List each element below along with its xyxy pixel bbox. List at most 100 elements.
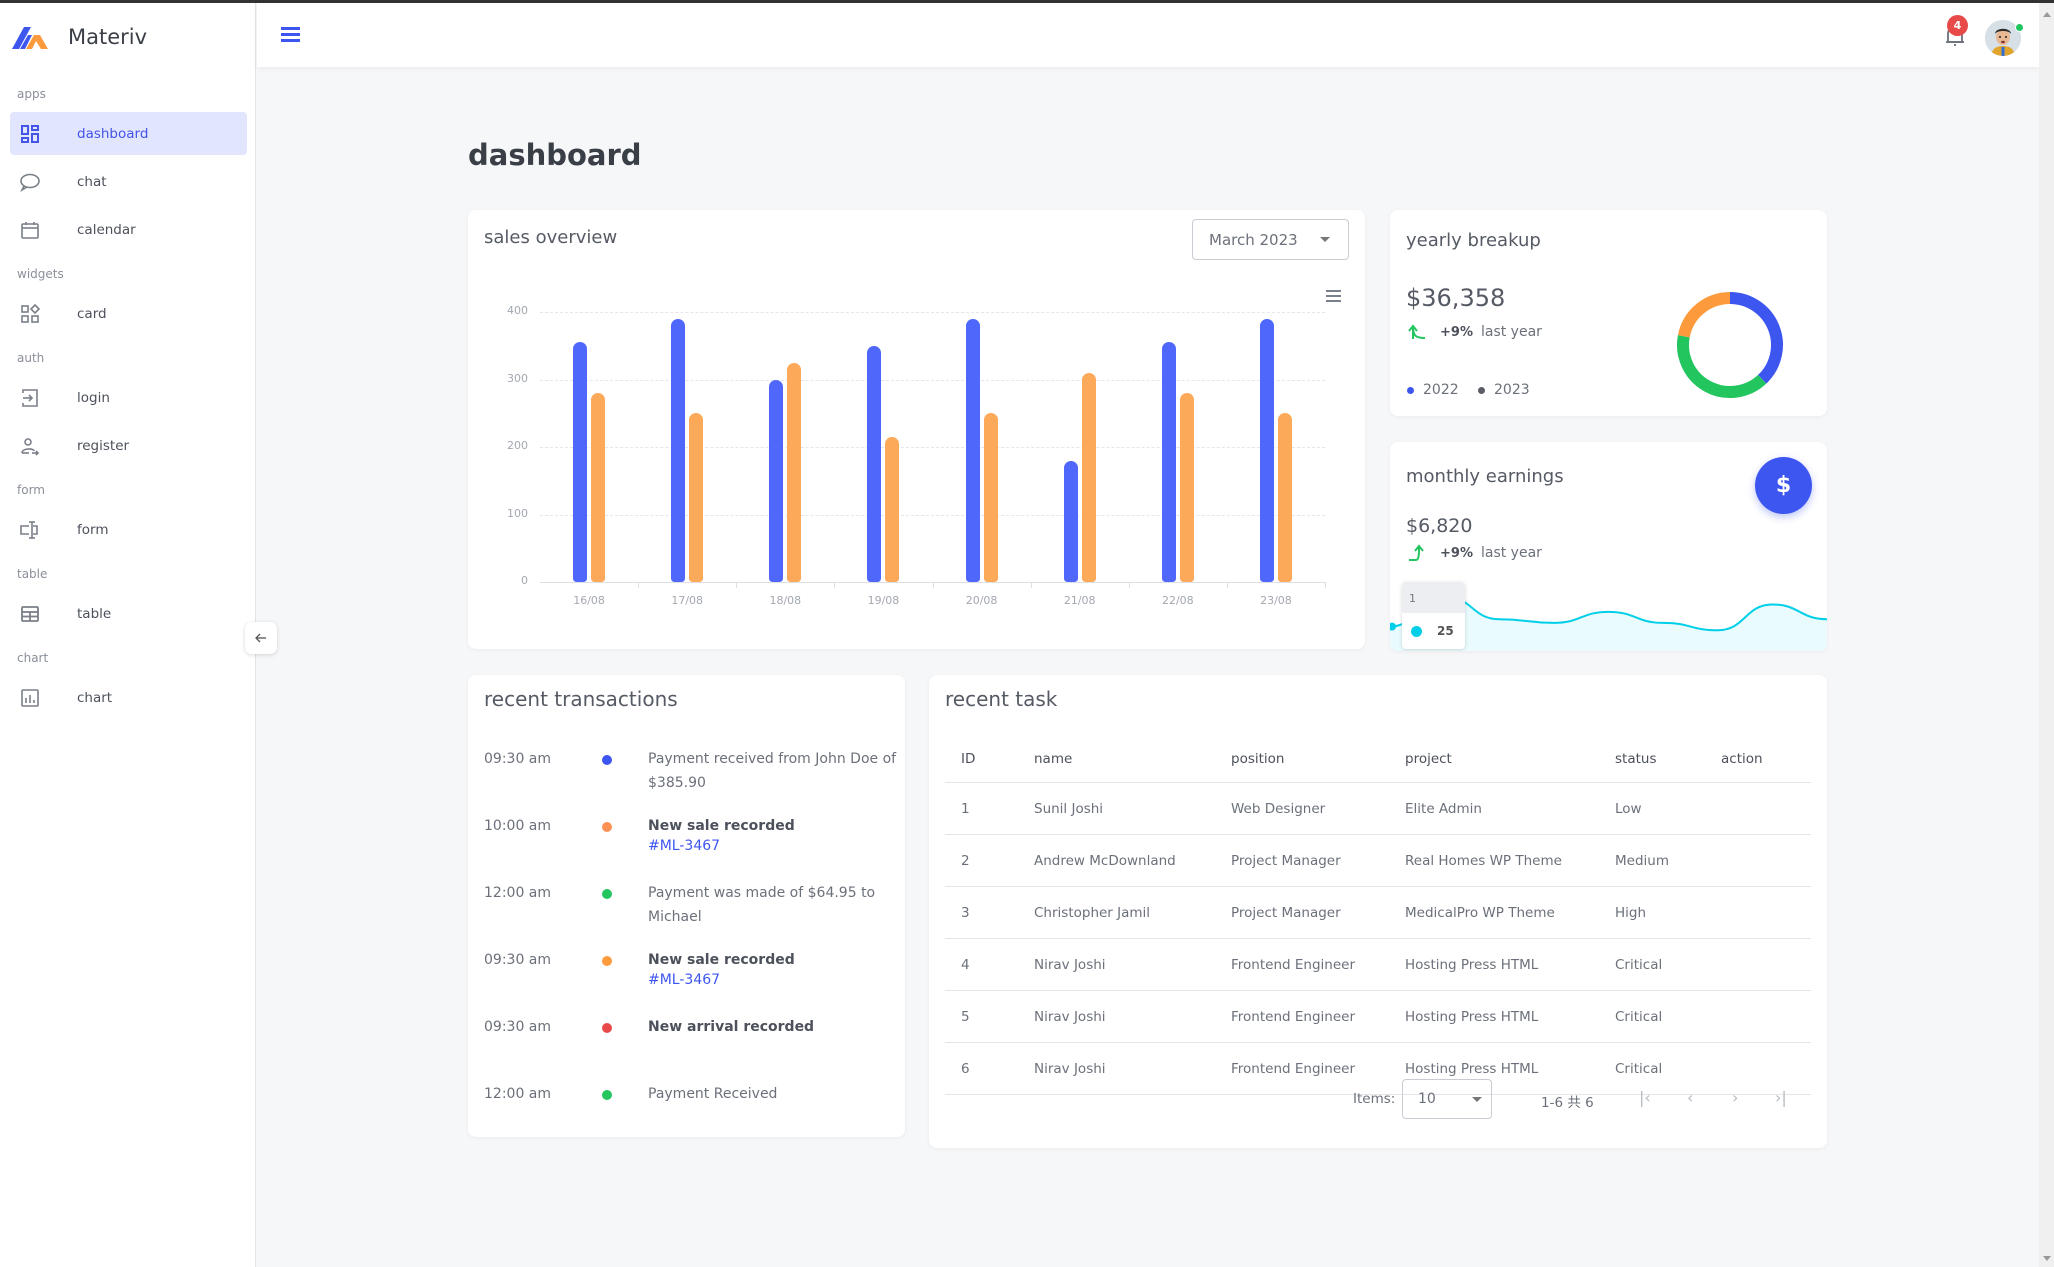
first-page-icon[interactable]: |‹ [1639,1088,1651,1107]
transaction-text: Payment Received [648,1086,778,1102]
transaction-item: 12:00 am Payment Received [484,1082,904,1132]
bar-series-1-16-08[interactable] [573,342,588,582]
sidebar-item-login[interactable]: login [10,376,247,419]
sidebar-item-register[interactable]: register [10,424,247,467]
column-header-action[interactable]: action [1721,750,1763,767]
y-tick-label: 200 [507,439,528,452]
period-select[interactable]: March 2023 [1192,219,1349,260]
transaction-link[interactable]: #ML-3467 [648,838,721,854]
section-label-widgets: widgets [17,267,64,281]
section-label-form: form [17,483,45,497]
collapse-sidebar-button[interactable] [245,622,277,654]
bar-series-1-19-08[interactable] [867,345,882,582]
x-tick-mark [1030,582,1032,588]
x-tick-mark [638,582,640,588]
table-row[interactable]: 6 Nirav Joshi Frontend Engineer Hosting Pre… [945,1043,1811,1095]
sidebar-item-label: calendar [77,221,136,238]
materiv-logo-icon [12,27,48,49]
table-row[interactable]: 5 Nirav Joshi Frontend Engineer Hosting Pre… [945,991,1811,1043]
items-per-page-select[interactable]: 10 [1402,1079,1492,1119]
donut-slice-1[interactable] [1677,335,1767,398]
data-point-marker[interactable] [1390,622,1396,631]
column-header-project[interactable]: project [1405,750,1452,767]
cell-name: Nirav Joshi [1034,1008,1106,1025]
y-tick-label: 0 [521,574,528,587]
table-row[interactable]: 3 Christopher Jamil Project Manager Medical… [945,887,1811,939]
sidebar-item-label: chart [77,689,113,706]
column-header-id[interactable]: ID [961,750,976,767]
next-page-icon[interactable]: › [1732,1088,1739,1107]
section-label-apps: apps [17,87,46,101]
sidebar-item-label: login [77,389,110,406]
column-header-position[interactable]: position [1231,750,1285,767]
sidebar-item-dashboard[interactable]: dashboard [10,112,247,155]
table-row[interactable]: 4 Nirav Joshi Frontend Engineer Hosting Pre… [945,939,1811,991]
table-row[interactable]: 1 Sunil Joshi Web Designer Elite Admin Low [945,783,1811,835]
cell-project: Real Homes WP Theme [1405,852,1562,869]
donut-slice-0[interactable] [1729,292,1783,384]
donut-slice-2[interactable] [1677,292,1731,338]
monthly-earnings-card: monthly earnings $ $6,820 +9% last year … [1390,442,1827,651]
sidebar-item-form[interactable]: form [10,508,247,551]
cell-project: Elite Admin [1405,800,1482,817]
gridline [540,514,1325,516]
transaction-text: New sale recorded [648,952,795,968]
chart-tooltip: 1 25 [1402,582,1465,649]
column-header-status[interactable]: status [1615,750,1657,767]
bar-series-1-22-08[interactable] [1161,342,1176,582]
bar-series-1-21-08[interactable] [1063,460,1078,582]
column-header-name[interactable]: name [1034,750,1073,767]
last-page-icon[interactable]: ›| [1775,1088,1787,1107]
monthly-amount: $6,820 [1406,515,1473,537]
menu-toggle-icon[interactable] [281,27,300,42]
cell-name: Nirav Joshi [1034,956,1106,973]
transaction-text: Payment was made of $64.95 to Michael [648,885,876,925]
bar-series-2-17-08[interactable] [689,413,704,582]
sidebar-item-calendar[interactable]: calendar [10,208,247,251]
pagination-range: 1-6 共 6 [1541,1095,1594,1111]
page-scrollbar[interactable] [2039,3,2054,1267]
table-row[interactable]: 2 Andrew McDownland Project Manager Real Ho… [945,835,1811,887]
scroll-down-icon[interactable] [2043,1256,2051,1261]
transaction-item: 09:30 am New arrival recorded [484,1015,904,1065]
cell-project: Hosting Press HTML [1405,1008,1539,1025]
bar-series-1-17-08[interactable] [671,318,686,582]
bar-series-2-20-08[interactable] [983,413,998,582]
transaction-time: 12:00 am [484,885,552,901]
scroll-up-icon[interactable] [2043,12,2051,17]
x-tick-label: 19/08 [867,594,900,607]
table-header-row: ID name position project status action [945,735,1811,783]
x-tick-label: 23/08 [1260,594,1292,607]
login-icon [19,387,41,409]
bar-series-1-20-08[interactable] [965,318,980,582]
previous-page-icon[interactable]: ‹ [1687,1088,1694,1107]
bar-series-1-23-08[interactable] [1259,318,1274,582]
sidebar-item-table[interactable]: table [10,592,247,635]
page-title: dashboard [468,138,642,172]
bar-series-2-19-08[interactable] [885,436,900,582]
tooltip-header: 1 [1402,582,1465,613]
bar-series-2-18-08[interactable] [787,362,802,582]
logo[interactable]: Materiv [12,23,147,51]
card-title: recent task [945,687,1058,711]
sidebar-item-label: register [77,437,130,454]
bar-series-2-22-08[interactable] [1179,393,1194,582]
transaction-time: 12:00 am [484,1086,552,1102]
sidebar-item-chart[interactable]: chart [10,676,247,719]
bar-series-2-23-08[interactable] [1277,413,1292,582]
bar-series-1-18-08[interactable] [769,379,784,582]
table-icon [19,603,41,625]
section-label-chart: chart [17,651,49,665]
bar-series-2-21-08[interactable] [1081,372,1096,582]
sidebar-item-label: card [77,305,107,322]
transaction-time: 09:30 am [484,1019,552,1035]
sidebar-item-chat[interactable]: chat [10,160,247,203]
sidebar-item-card[interactable]: card [10,292,247,335]
transaction-link[interactable]: #ML-3467 [648,972,721,988]
bar-series-2-16-08[interactable] [591,393,606,582]
cell-position: Frontend Engineer [1231,1060,1355,1077]
y-tick-label: 100 [507,506,528,520]
currency-button[interactable]: $ [1755,457,1812,514]
yearly-donut-chart [1677,292,1783,398]
chart-menu-icon[interactable] [1326,290,1341,302]
